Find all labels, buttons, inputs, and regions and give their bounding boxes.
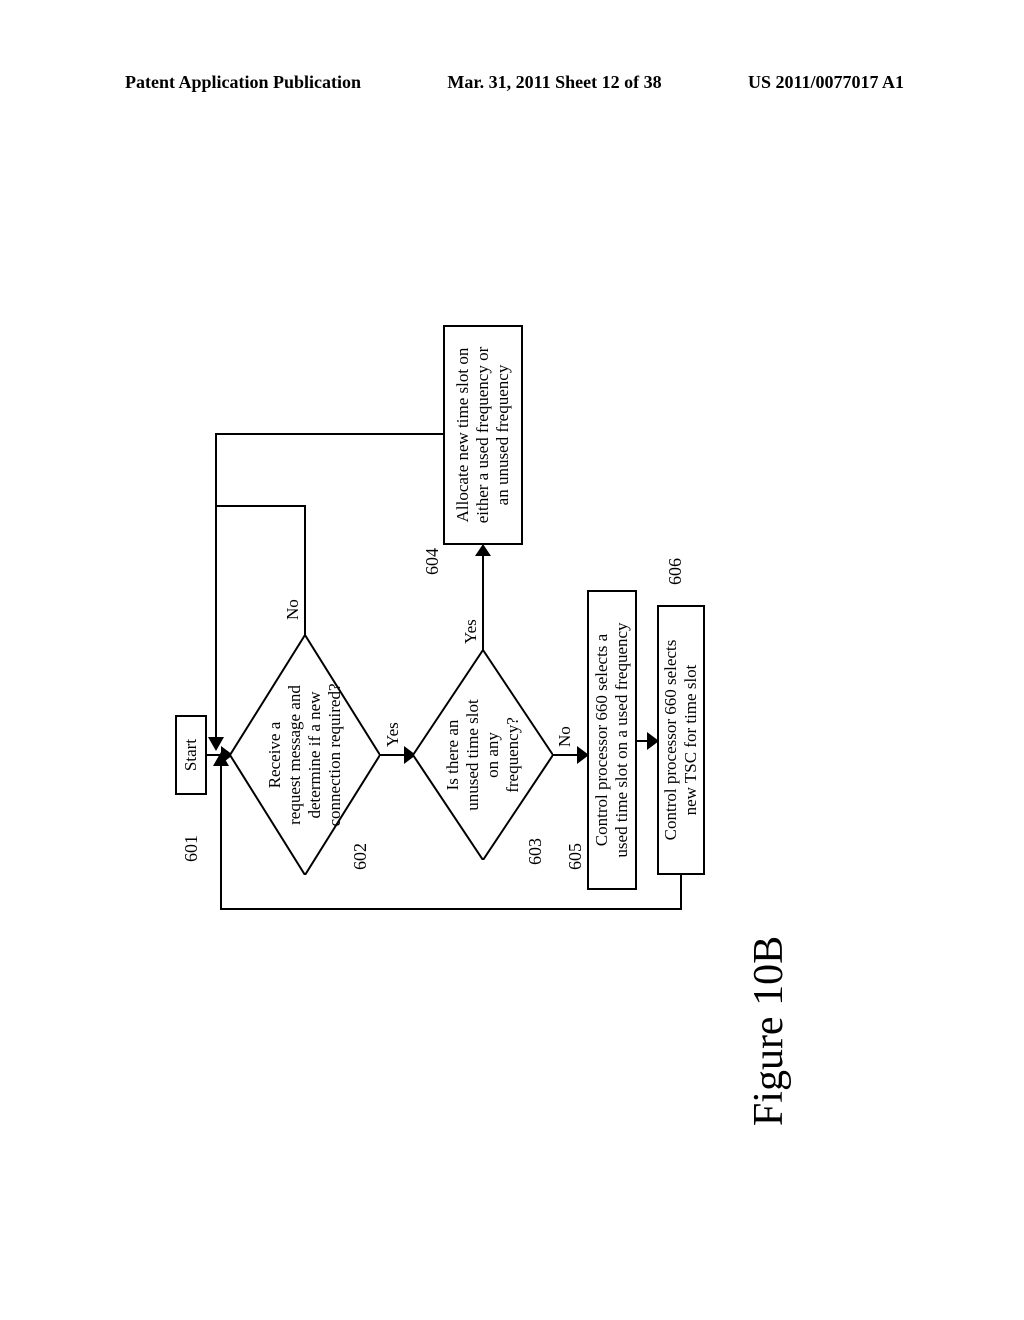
start-node: Start xyxy=(175,715,207,795)
header-right: US 2011/0077017 A1 xyxy=(748,72,904,93)
page-header: Patent Application Publication Mar. 31, … xyxy=(125,72,904,93)
decision-602: Receive a request message and determine … xyxy=(230,635,380,875)
edge-no-2: No xyxy=(555,726,575,747)
node-id-604: 604 xyxy=(422,548,443,575)
edge-no-1: No xyxy=(283,599,303,620)
process-604: Allocate new time slot on either a used … xyxy=(443,325,523,545)
node-id-603: 603 xyxy=(525,838,546,865)
edge-yes-1: Yes xyxy=(383,722,403,747)
decision-603: Is there an unused time slot on any freq… xyxy=(413,650,553,860)
figure-label: Figure 10B xyxy=(745,936,793,1126)
process-606: Control processor 660 selects new TSC fo… xyxy=(657,605,705,875)
process-605: Control processor 660 selects a used tim… xyxy=(587,590,637,890)
node-id-605: 605 xyxy=(565,843,586,870)
node-id-606: 606 xyxy=(665,558,686,585)
header-center: Mar. 31, 2011 Sheet 12 of 38 xyxy=(447,72,661,93)
header-left: Patent Application Publication xyxy=(125,72,361,93)
flowchart-diagram: Start 601 Receive a request message and … xyxy=(90,355,790,885)
node-id-602: 602 xyxy=(350,843,371,870)
edge-yes-2: Yes xyxy=(461,619,481,644)
node-id-601: 601 xyxy=(181,835,202,862)
